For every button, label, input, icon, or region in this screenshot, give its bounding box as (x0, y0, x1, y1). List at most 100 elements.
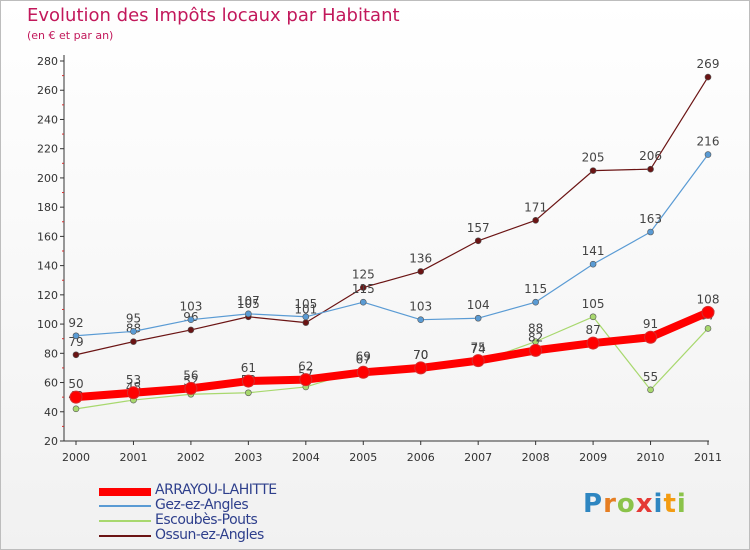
data-label-arrayou-lahitte: 67 (356, 352, 371, 366)
data-point-escoub-s-pouts (704, 325, 712, 332)
data-label-gez-ez-angles: 104 (467, 298, 490, 312)
data-point-ossun-ez-angles (187, 326, 195, 334)
data-point-ossun-ez-angles (417, 268, 425, 275)
data-label-arrayou-lahitte: 82 (528, 330, 543, 344)
data-label-arrayou-lahitte: 108 (697, 292, 720, 306)
x-tick-label: 2000 (62, 451, 90, 464)
y-tick-label: 100 (37, 318, 58, 331)
data-label-arrayou-lahitte: 91 (643, 317, 658, 331)
data-label-ossun-ez-angles: 205 (582, 151, 605, 165)
data-label-escoub-s-pouts: 105 (582, 297, 605, 311)
data-label-arrayou-lahitte: 56 (183, 368, 198, 382)
y-tick-label: 200 (37, 172, 58, 185)
legend-swatch-gez-ez-angles (99, 505, 151, 507)
legend-label-arrayou-lahitte: ARRAYOU-LAHITTE (155, 482, 277, 498)
data-label-gez-ez-angles: 103 (179, 300, 202, 314)
y-tick-label: 120 (37, 289, 58, 302)
data-point-ossun-ez-angles (359, 284, 367, 291)
data-point-ossun-ez-angles (532, 217, 539, 224)
data-label-ossun-ez-angles: 136 (409, 251, 432, 265)
data-point-escoub-s-pouts (589, 313, 597, 321)
y-tick-label: 60 (44, 377, 58, 390)
data-label-escoub-s-pouts: 55 (643, 370, 658, 384)
y-tick-label: 40 (44, 406, 58, 419)
legend-swatch-ossun-ez-angles (99, 535, 151, 537)
data-point-ossun-ez-angles (589, 167, 597, 174)
data-label-gez-ez-angles: 216 (697, 135, 720, 149)
data-label-ossun-ez-angles: 206 (639, 149, 662, 163)
data-label-gez-ez-angles: 92 (68, 316, 83, 330)
data-point-ossun-ez-angles (647, 165, 654, 173)
y-tick-label: 140 (37, 260, 58, 273)
data-point-gez-ez-angles (72, 332, 80, 340)
x-tick-label: 2005 (349, 451, 377, 464)
x-tick-label: 2011 (694, 451, 722, 464)
data-point-escoub-s-pouts (245, 389, 252, 397)
data-point-arrayou-lahitte (356, 365, 370, 379)
y-tick-label: 160 (37, 230, 58, 243)
series-line-arrayou-lahitte (72, 308, 712, 402)
data-label-gez-ez-angles: 115 (524, 282, 547, 296)
data-point-gez-ez-angles (704, 151, 712, 158)
data-point-arrayou-lahitte (529, 343, 543, 357)
x-tick-label: 2002 (177, 451, 205, 464)
data-label-gez-ez-angles: 115 (352, 282, 375, 296)
data-label-gez-ez-angles: 163 (639, 212, 662, 226)
data-point-escoub-s-pouts (647, 386, 654, 394)
logo-letter: i (653, 489, 664, 519)
data-label-escoub-s-pouts: 88 (528, 322, 543, 336)
data-label-gez-ez-angles: 107 (237, 294, 260, 308)
y-tick-label: 220 (37, 143, 58, 156)
legend-swatch-escoubes-pouts (99, 520, 151, 522)
logo-letter: o (616, 489, 636, 519)
data-label-arrayou-lahitte: 62 (298, 360, 313, 374)
data-point-ossun-ez-angles (130, 338, 137, 345)
series-line-escoub-s-pouts (75, 316, 709, 410)
y-tick-label: 80 (44, 347, 58, 360)
data-label-ossun-ez-angles: 157 (467, 221, 490, 235)
data-point-escoub-s-pouts (72, 405, 80, 413)
data-label-arrayou-lahitte: 50 (68, 377, 83, 391)
logo-letter: r (603, 489, 617, 519)
data-point-gez-ez-angles (245, 310, 252, 318)
data-label-ossun-ez-angles: 79 (68, 335, 83, 349)
data-label-gez-ez-angles: 103 (409, 300, 432, 314)
data-point-ossun-ez-angles (704, 73, 712, 81)
data-point-gez-ez-angles (474, 314, 482, 322)
y-tick-label: 20 (44, 435, 58, 448)
data-label-arrayou-lahitte: 61 (241, 361, 256, 375)
data-point-ossun-ez-angles (474, 237, 482, 245)
data-label-ossun-ez-angles: 105 (237, 297, 260, 311)
data-point-arrayou-lahitte (69, 390, 83, 404)
data-point-ossun-ez-angles (72, 351, 80, 359)
data-point-gez-ez-angles (130, 328, 137, 335)
data-label-arrayou-lahitte: 75 (471, 341, 486, 355)
y-tick-label: 180 (37, 201, 58, 214)
x-tick-label: 2001 (119, 451, 147, 464)
data-point-ossun-ez-angles (302, 319, 310, 326)
x-tick-label: 2004 (292, 451, 320, 464)
x-tick-label: 2003 (234, 451, 262, 464)
data-label-gez-ez-angles: 141 (582, 244, 605, 258)
x-tick-label: 2009 (579, 451, 607, 464)
legend-label-ossun-ez-angles: Ossun-ez-Angles (155, 527, 264, 543)
data-point-arrayou-lahitte (471, 354, 485, 368)
data-label-arrayou-lahitte: 87 (585, 323, 600, 337)
data-label-escoub-s-pouts: 70 (413, 348, 428, 362)
data-label-ossun-ez-angles: 101 (294, 303, 317, 317)
data-point-arrayou-lahitte (126, 386, 140, 400)
y-tick-label: 240 (37, 113, 58, 126)
legend-swatch-arrayou-lahitte (99, 488, 151, 496)
data-point-gez-ez-angles (417, 316, 425, 323)
data-point-arrayou-lahitte (299, 373, 313, 387)
logo-letter: t (663, 489, 677, 519)
data-point-arrayou-lahitte (586, 336, 600, 350)
y-tick-label: 280 (37, 55, 58, 68)
x-tick-label: 2006 (407, 451, 435, 464)
logo-letter: P (583, 489, 604, 519)
x-tick-label: 2010 (637, 451, 665, 464)
logo-letter: i (676, 489, 687, 519)
data-label-ossun-ez-angles: 125 (352, 268, 375, 282)
